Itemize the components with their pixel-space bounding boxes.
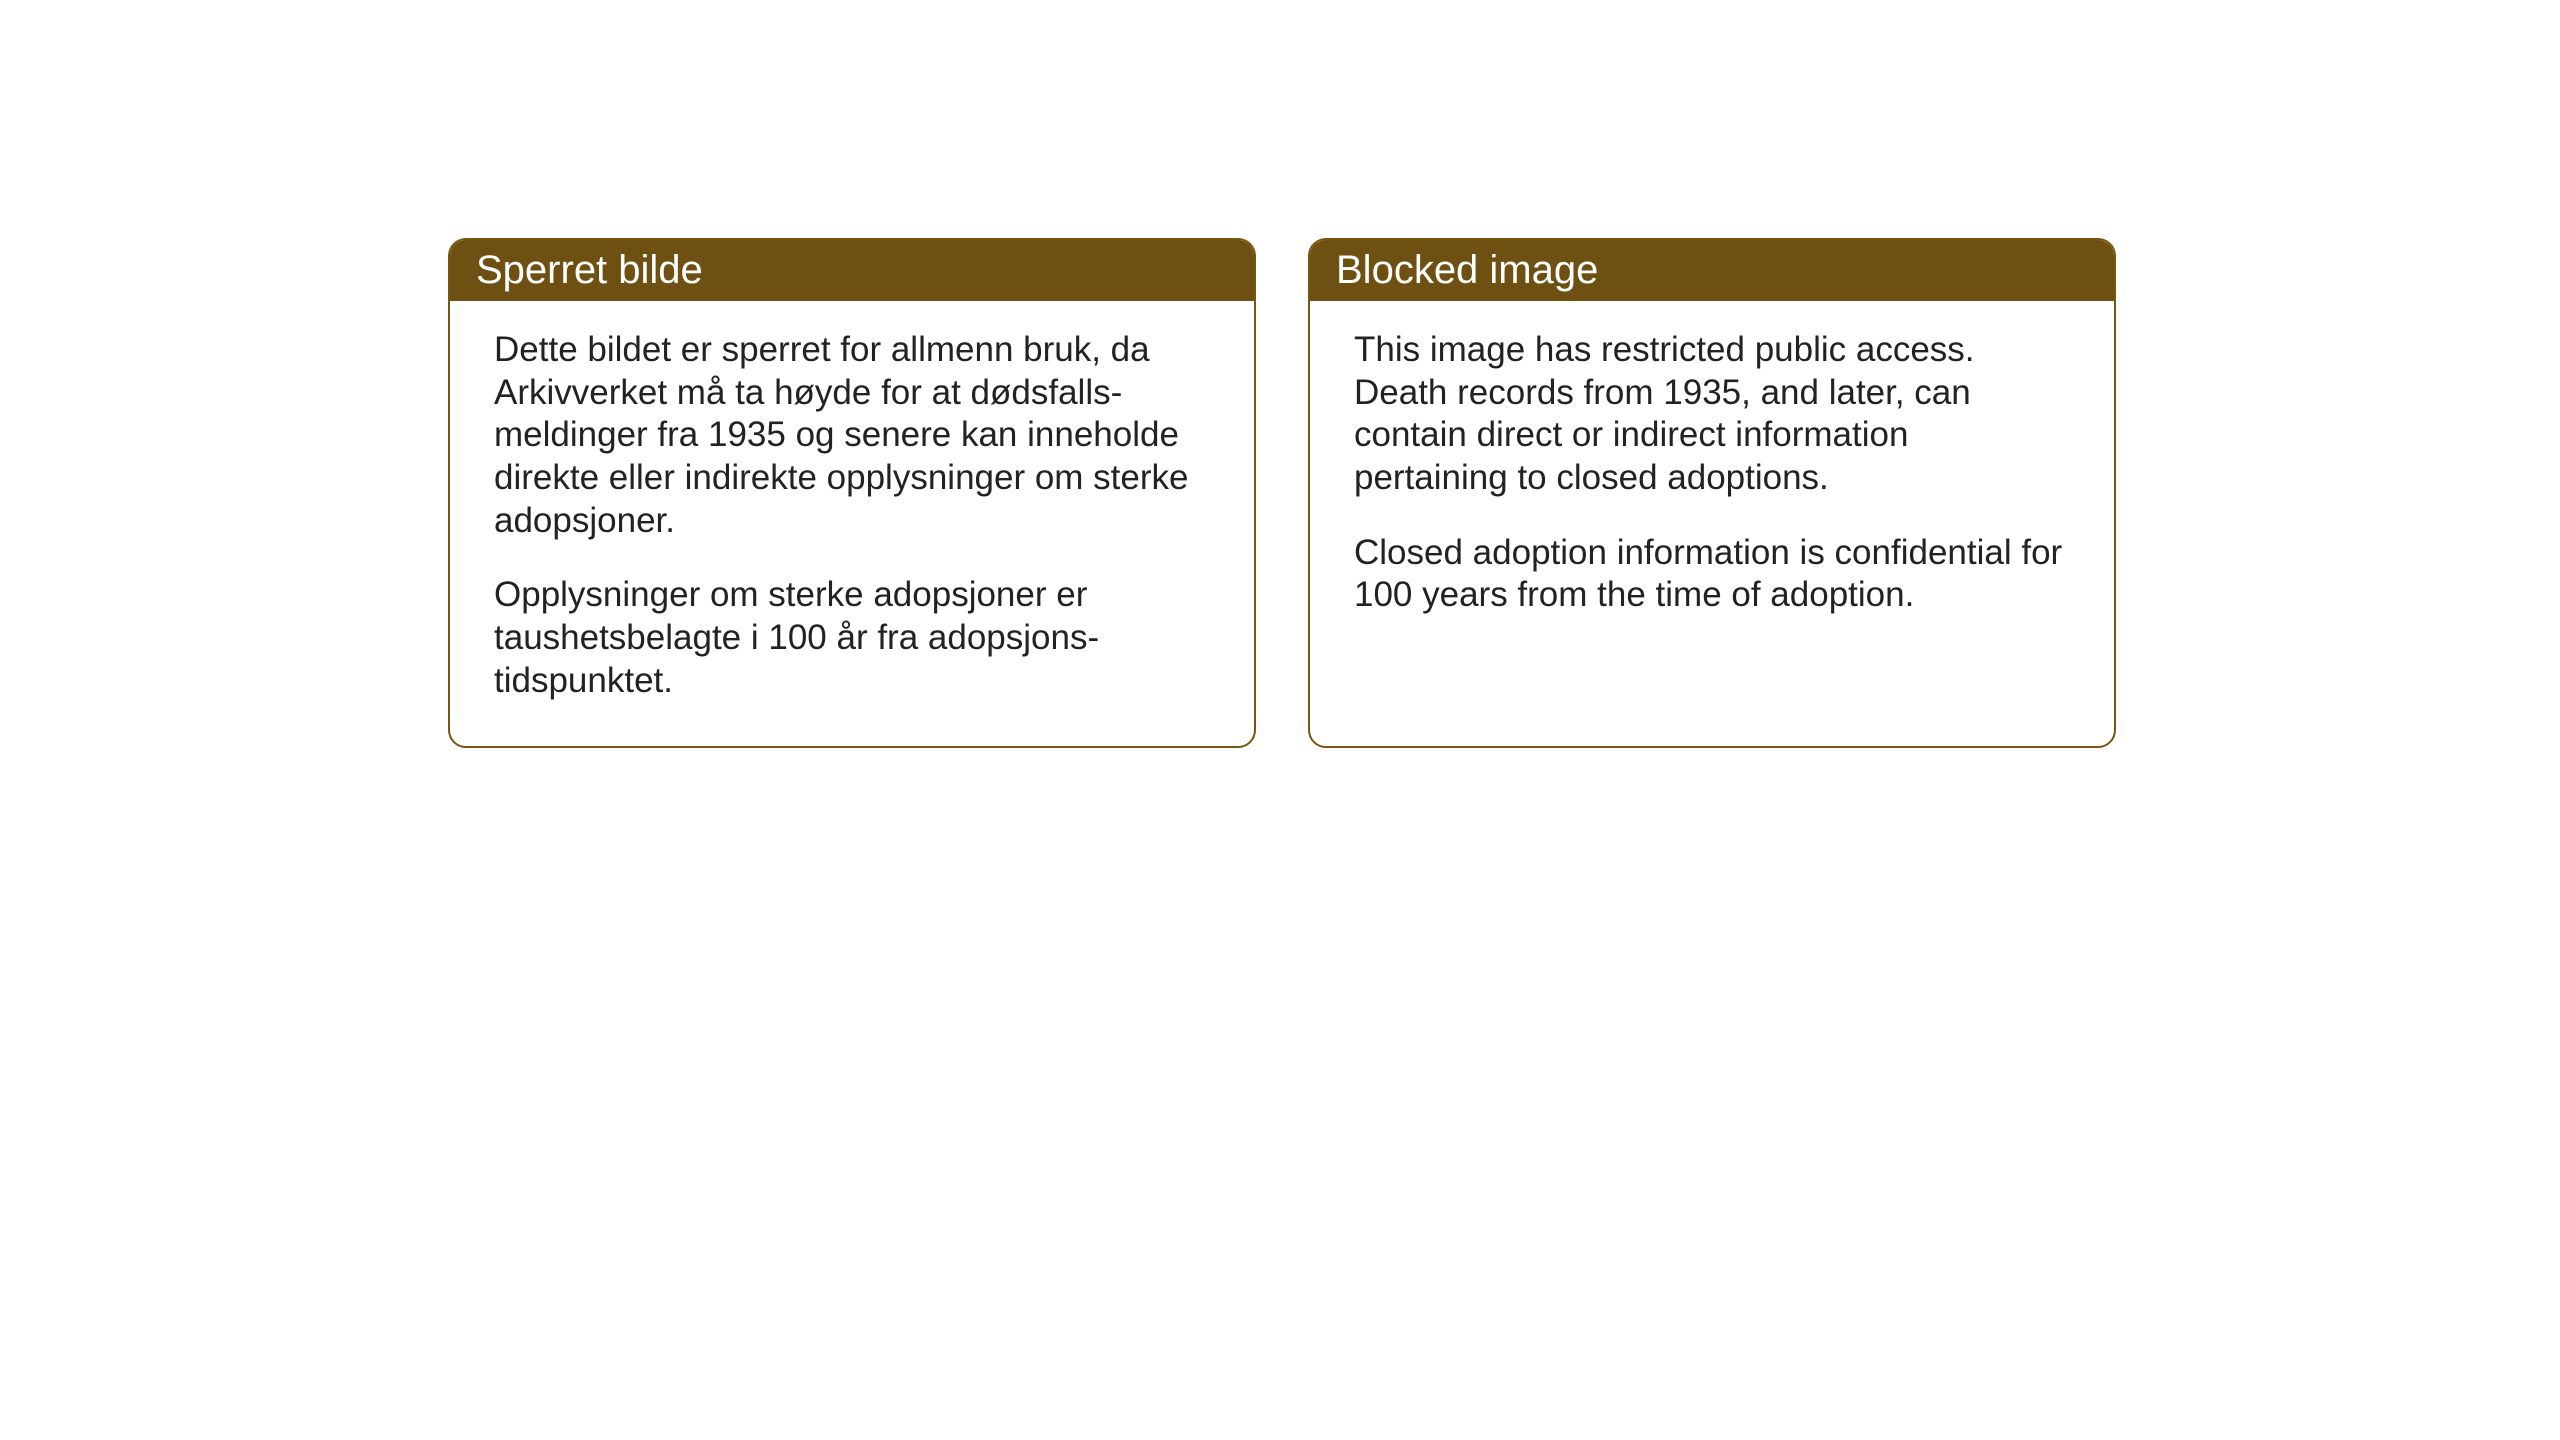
norwegian-paragraph-2: Opplysninger om sterke adopsjoner er tau… xyxy=(494,574,1210,702)
notice-container: Sperret bilde Dette bildet er sperret fo… xyxy=(448,238,2116,748)
norwegian-card-body: Dette bildet er sperret for allmenn bruk… xyxy=(450,301,1254,731)
english-paragraph-1: This image has restricted public access.… xyxy=(1354,329,2070,500)
english-notice-card: Blocked image This image has restricted … xyxy=(1308,238,2116,748)
english-paragraph-2: Closed adoption information is confident… xyxy=(1354,532,2070,617)
norwegian-paragraph-1: Dette bildet er sperret for allmenn bruk… xyxy=(494,329,1210,542)
norwegian-notice-card: Sperret bilde Dette bildet er sperret fo… xyxy=(448,238,1256,748)
english-card-body: This image has restricted public access.… xyxy=(1310,301,2114,645)
norwegian-card-title: Sperret bilde xyxy=(450,240,1254,301)
english-card-title: Blocked image xyxy=(1310,240,2114,301)
